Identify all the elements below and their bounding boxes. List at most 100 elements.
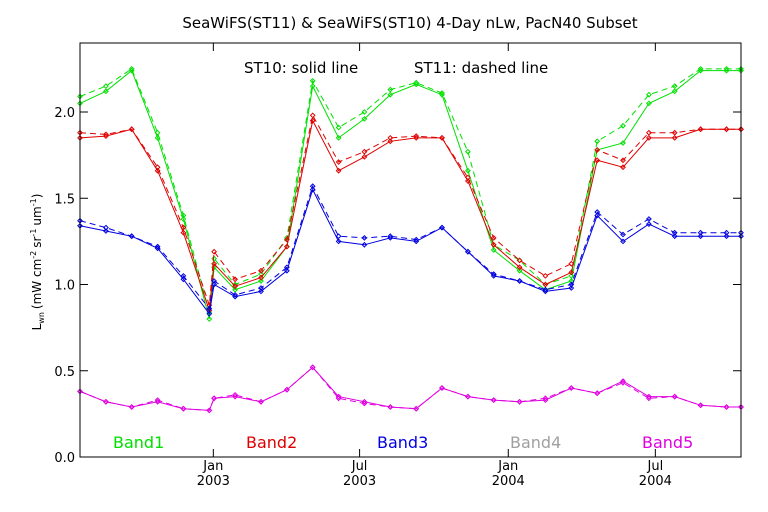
series-line-band2-dashed [79, 113, 741, 306]
data-point [180, 212, 187, 219]
data-point [211, 260, 218, 267]
data-point [309, 117, 316, 124]
data-point [594, 209, 601, 215]
data-point [361, 115, 368, 122]
data-point [206, 316, 213, 322]
chart-title: SeaWiFS(ST11) & SeaWiFS(ST10) 4-Day nLw,… [182, 14, 637, 32]
data-point [413, 236, 420, 243]
y-tick-label: 2.0 [54, 106, 75, 121]
plot-area: 0.00.51.01.52.0Jan2003Jul2003Jan2004Jul2… [54, 43, 744, 489]
data-point [594, 212, 601, 219]
data-point [464, 393, 471, 400]
annotation-st10: ST10: solid line [244, 59, 358, 77]
data-point [387, 134, 394, 141]
legend-band3: Band3 [377, 433, 428, 452]
data-point [180, 216, 187, 222]
y-tick-label: 0.5 [54, 365, 75, 380]
data-point [464, 167, 471, 174]
data-point [439, 385, 445, 391]
data-point [490, 247, 497, 253]
data-point [464, 148, 471, 155]
data-point [594, 138, 601, 145]
data-point [211, 395, 218, 402]
x-tick-label-year: 2003 [197, 474, 230, 489]
data-point [620, 140, 626, 146]
data-point [128, 65, 135, 72]
data-point [671, 129, 678, 136]
data-point [620, 157, 626, 164]
data-point [413, 133, 420, 140]
data-point [645, 216, 652, 222]
data-point [309, 364, 316, 371]
data-point [361, 241, 368, 248]
data-point [211, 255, 218, 262]
data-point [102, 224, 109, 231]
data-point [671, 134, 678, 141]
data-point [620, 231, 626, 238]
data-point [102, 83, 109, 90]
data-point [309, 183, 316, 190]
data-point [645, 100, 652, 107]
data-point [723, 233, 730, 240]
data-point [180, 272, 187, 279]
data-point [154, 129, 161, 136]
data-point [387, 138, 394, 145]
data-point [439, 134, 445, 141]
data-point [335, 238, 342, 245]
data-point [361, 148, 368, 155]
data-point [283, 386, 290, 393]
data-point [211, 248, 218, 255]
data-point [697, 65, 704, 72]
data-point [671, 88, 678, 95]
data-point [335, 124, 342, 131]
data-point [206, 407, 213, 414]
data-point [671, 393, 678, 400]
data-point [387, 404, 394, 410]
data-point [516, 264, 523, 271]
data-point [180, 276, 187, 283]
data-point [361, 109, 368, 115]
data-point [258, 398, 264, 405]
data-point [258, 288, 264, 295]
x-tick-label-year: 2004 [639, 474, 672, 489]
data-point [671, 229, 678, 236]
data-point [335, 134, 342, 141]
y-label-sr: sr [30, 236, 44, 247]
y-label-close: ) [30, 194, 44, 199]
data-point [620, 378, 626, 385]
data-point [464, 248, 471, 255]
data-point [568, 285, 575, 291]
data-point [128, 126, 135, 133]
data-point [211, 281, 218, 288]
data-point [620, 122, 626, 129]
data-point [439, 224, 445, 231]
data-point [283, 243, 290, 250]
y-axis-label: Lwn(mW cm-2sr-1um-1) [29, 194, 46, 331]
y-label-exp2: -1 [29, 229, 38, 237]
data-point [309, 112, 316, 119]
data-point [232, 286, 239, 293]
x-tick-label-year: 2003 [343, 474, 376, 489]
plot-frame [79, 42, 742, 458]
data-point [723, 404, 730, 410]
data-point [387, 91, 394, 98]
series-line-band1-dashed [79, 68, 741, 313]
data-point [154, 164, 161, 171]
y-label-open: (mW cm [30, 259, 44, 309]
data-point [620, 238, 626, 245]
data-point [232, 283, 239, 290]
data-point [211, 278, 218, 284]
data-point [413, 405, 420, 412]
series-line-band3-solid [79, 188, 741, 316]
data-point [154, 243, 161, 250]
data-point [516, 267, 523, 274]
data-point [258, 278, 264, 284]
data-point [490, 271, 497, 278]
data-point [490, 241, 497, 248]
data-point [232, 291, 239, 298]
data-point [361, 234, 368, 241]
data-point [335, 395, 342, 402]
data-point [206, 305, 213, 312]
data-point [568, 272, 575, 279]
data-point [180, 229, 187, 236]
